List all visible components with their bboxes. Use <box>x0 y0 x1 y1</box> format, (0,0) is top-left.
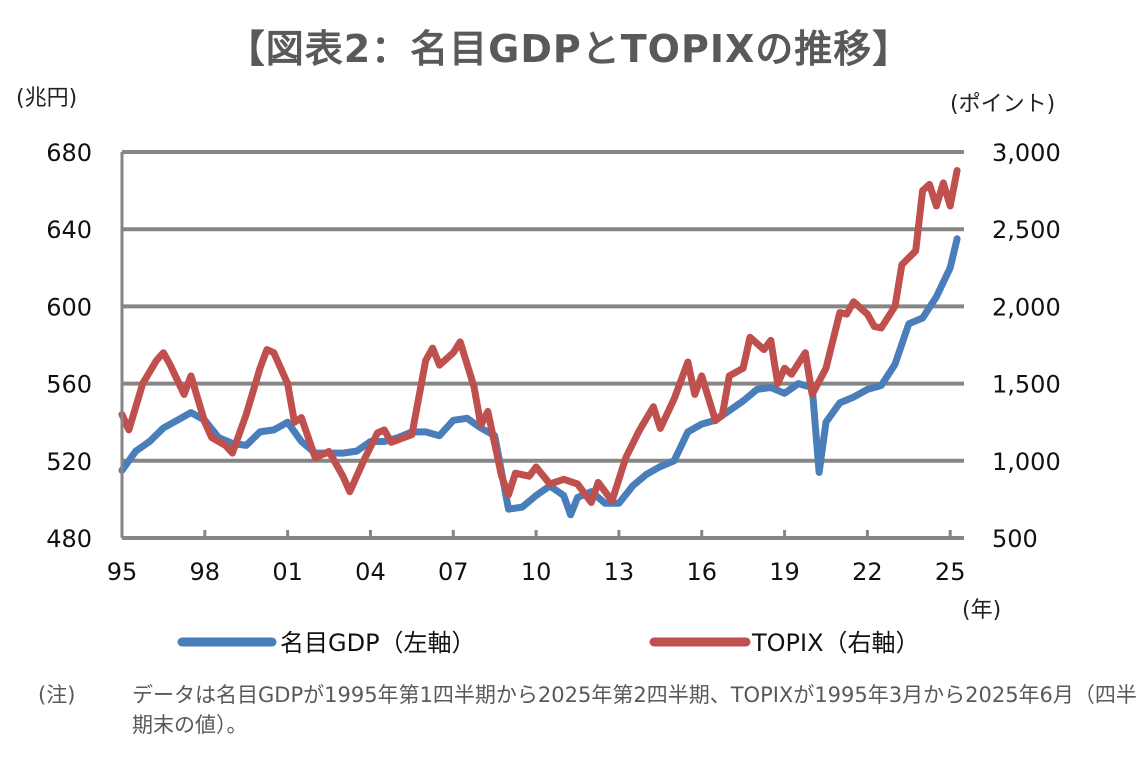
y-left-tick-label: 520 <box>46 448 92 476</box>
legend-label-topix: TOPIX（右軸） <box>751 629 920 657</box>
legend-label-gdp: 名目GDP（左軸） <box>280 629 476 657</box>
x-tick-label: 98 <box>190 558 221 586</box>
y-left-tick-label: 680 <box>46 139 92 167</box>
y-right-tick-label: 500 <box>992 525 1038 553</box>
x-tick-label: 01 <box>272 558 303 586</box>
chart-title: 【図表2：名目GDPとTOPIXの推移】 <box>226 27 912 71</box>
right-axis-unit: (ポイント) <box>950 92 1056 117</box>
x-tick-label: 16 <box>686 558 717 586</box>
x-tick-label: 25 <box>935 558 966 586</box>
x-tick-label: 13 <box>604 558 635 586</box>
y-left-tick-label: 640 <box>46 216 92 244</box>
x-axis-unit: (年) <box>962 598 1002 623</box>
footnote-label: (注) <box>38 683 76 707</box>
y-right-tick-label: 3,000 <box>992 139 1061 167</box>
x-tick-label: 10 <box>521 558 552 586</box>
left-axis-unit: (兆円) <box>16 86 78 111</box>
y-right-tick-label: 1,000 <box>992 448 1061 476</box>
x-tick-label: 95 <box>107 558 138 586</box>
y-right-tick-label: 1,500 <box>992 371 1061 399</box>
y-left-tick-label: 600 <box>46 293 92 321</box>
topix-line <box>118 167 961 506</box>
y-right-tick-label: 2,000 <box>992 293 1061 321</box>
y-left-tick-label: 560 <box>46 371 92 399</box>
x-tick-label: 04 <box>355 558 386 586</box>
x-tick-label: 19 <box>769 558 800 586</box>
y-left-tick-label: 480 <box>46 525 92 553</box>
x-tick-label: 22 <box>852 558 883 586</box>
footnote-text: データは名目GDPが1995年第1四半期から2025年第2四半期、TOPIXが1… <box>132 683 1137 737</box>
legend: 名目GDP（左軸） TOPIX（右軸） <box>177 629 920 657</box>
gdp-line <box>118 235 961 519</box>
x-tick-label: 07 <box>438 558 469 586</box>
y-right-tick-label: 2,500 <box>992 216 1061 244</box>
